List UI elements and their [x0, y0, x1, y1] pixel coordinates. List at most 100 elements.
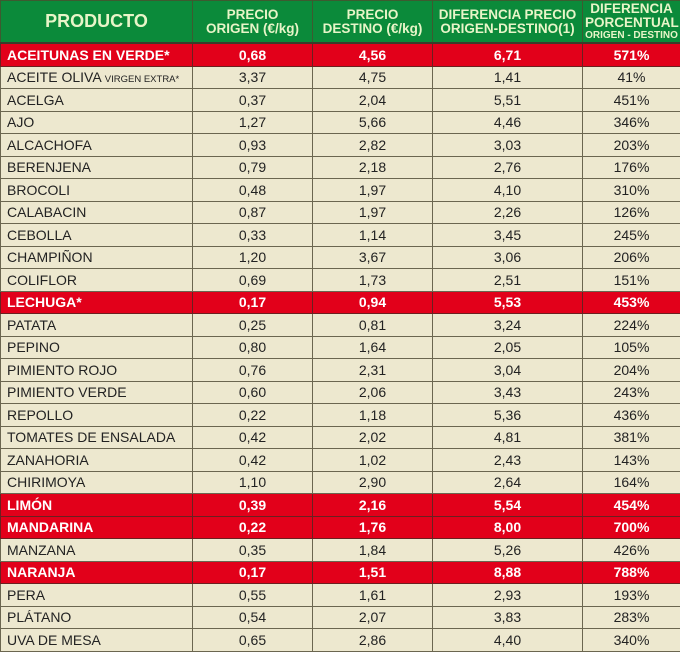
- percent-difference: 381%: [583, 426, 680, 449]
- percent-difference: 571%: [583, 43, 680, 66]
- percent-difference: 143%: [583, 449, 680, 472]
- destination-price: 2,82: [313, 134, 433, 157]
- origin-price: 0,55: [193, 584, 313, 607]
- destination-price: 1,97: [313, 201, 433, 224]
- price-difference: 3,83: [433, 606, 583, 629]
- product-name: CHIRIMOYA: [1, 471, 193, 494]
- product-name: ZANAHORIA: [1, 449, 193, 472]
- product-name-text: UVA DE MESA: [7, 632, 101, 648]
- percent-difference: 224%: [583, 314, 680, 337]
- product-name-text: PLÁTANO: [7, 609, 71, 625]
- product-name-text: MANDARINA: [7, 519, 93, 535]
- destination-price: 3,67: [313, 246, 433, 269]
- product-name: CEBOLLA: [1, 224, 193, 247]
- percent-difference: 164%: [583, 471, 680, 494]
- percent-difference: 151%: [583, 269, 680, 292]
- destination-price: 1,02: [313, 449, 433, 472]
- origin-price: 0,25: [193, 314, 313, 337]
- percent-difference: 346%: [583, 111, 680, 134]
- product-name: PIMIENTO ROJO: [1, 359, 193, 382]
- percent-difference: 126%: [583, 201, 680, 224]
- product-name: PIMIENTO VERDE: [1, 381, 193, 404]
- price-difference: 5,26: [433, 539, 583, 562]
- percent-difference: 105%: [583, 336, 680, 359]
- price-difference: 2,93: [433, 584, 583, 607]
- price-difference: 8,88: [433, 561, 583, 584]
- price-difference: 2,64: [433, 471, 583, 494]
- product-name: ACEITUNAS EN VERDE*: [1, 43, 193, 66]
- price-difference: 5,51: [433, 89, 583, 112]
- origin-price: 0,69: [193, 269, 313, 292]
- percent-difference: 310%: [583, 179, 680, 202]
- product-name-text: LECHUGA*: [7, 294, 82, 310]
- destination-price: 1,18: [313, 404, 433, 427]
- origin-price: 0,33: [193, 224, 313, 247]
- percent-difference: 436%: [583, 404, 680, 427]
- percent-difference: 453%: [583, 291, 680, 314]
- header-destination-price: PRECIO DESTINO (€/kg): [313, 1, 433, 44]
- percent-difference: 206%: [583, 246, 680, 269]
- header-price-difference: DIFERENCIA PRECIO ORIGEN-DESTINO(1): [433, 1, 583, 44]
- destination-price: 1,64: [313, 336, 433, 359]
- header-diff-line1: DIFERENCIA PRECIO: [435, 8, 580, 22]
- product-name: ACEITE OLIVA VIRGEN EXTRA*: [1, 66, 193, 89]
- origin-price: 0,42: [193, 449, 313, 472]
- product-name: PATATA: [1, 314, 193, 337]
- product-name-text: ACEITUNAS EN VERDE*: [7, 47, 170, 63]
- price-difference: 6,71: [433, 43, 583, 66]
- destination-price: 2,02: [313, 426, 433, 449]
- product-name: ALCACHOFA: [1, 134, 193, 157]
- origin-price: 0,42: [193, 426, 313, 449]
- price-difference: 2,26: [433, 201, 583, 224]
- product-name: COLIFLOR: [1, 269, 193, 292]
- destination-price: 2,16: [313, 494, 433, 517]
- destination-price: 4,56: [313, 43, 433, 66]
- destination-price: 5,66: [313, 111, 433, 134]
- origin-price: 0,65: [193, 629, 313, 652]
- percent-difference: 283%: [583, 606, 680, 629]
- destination-price: 0,94: [313, 291, 433, 314]
- origin-price: 0,22: [193, 516, 313, 539]
- product-name: ACELGA: [1, 89, 193, 112]
- destination-price: 1,51: [313, 561, 433, 584]
- product-name-text: ZANAHORIA: [7, 452, 89, 468]
- origin-price: 0,60: [193, 381, 313, 404]
- destination-price: 2,90: [313, 471, 433, 494]
- header-dest-line1: PRECIO: [315, 8, 430, 22]
- product-name-text: COLIFLOR: [7, 272, 77, 288]
- product-name: MANDARINA: [1, 516, 193, 539]
- origin-price: 1,27: [193, 111, 313, 134]
- price-difference: 5,36: [433, 404, 583, 427]
- origin-price: 0,93: [193, 134, 313, 157]
- destination-price: 2,86: [313, 629, 433, 652]
- price-difference: 3,03: [433, 134, 583, 157]
- destination-price: 0,81: [313, 314, 433, 337]
- percent-difference: 203%: [583, 134, 680, 157]
- price-difference: 3,04: [433, 359, 583, 382]
- price-difference: 5,54: [433, 494, 583, 517]
- product-name-text: PATATA: [7, 317, 56, 333]
- price-difference: 8,00: [433, 516, 583, 539]
- destination-price: 1,61: [313, 584, 433, 607]
- price-difference: 4,40: [433, 629, 583, 652]
- origin-price: 0,80: [193, 336, 313, 359]
- header-pct-line1: DIFERENCIA: [585, 2, 678, 16]
- product-name-suffix: VIRGEN EXTRA*: [105, 74, 179, 85]
- header-pct-line3: ORIGEN - DESTINO: [585, 30, 678, 42]
- product-name: NARANJA: [1, 561, 193, 584]
